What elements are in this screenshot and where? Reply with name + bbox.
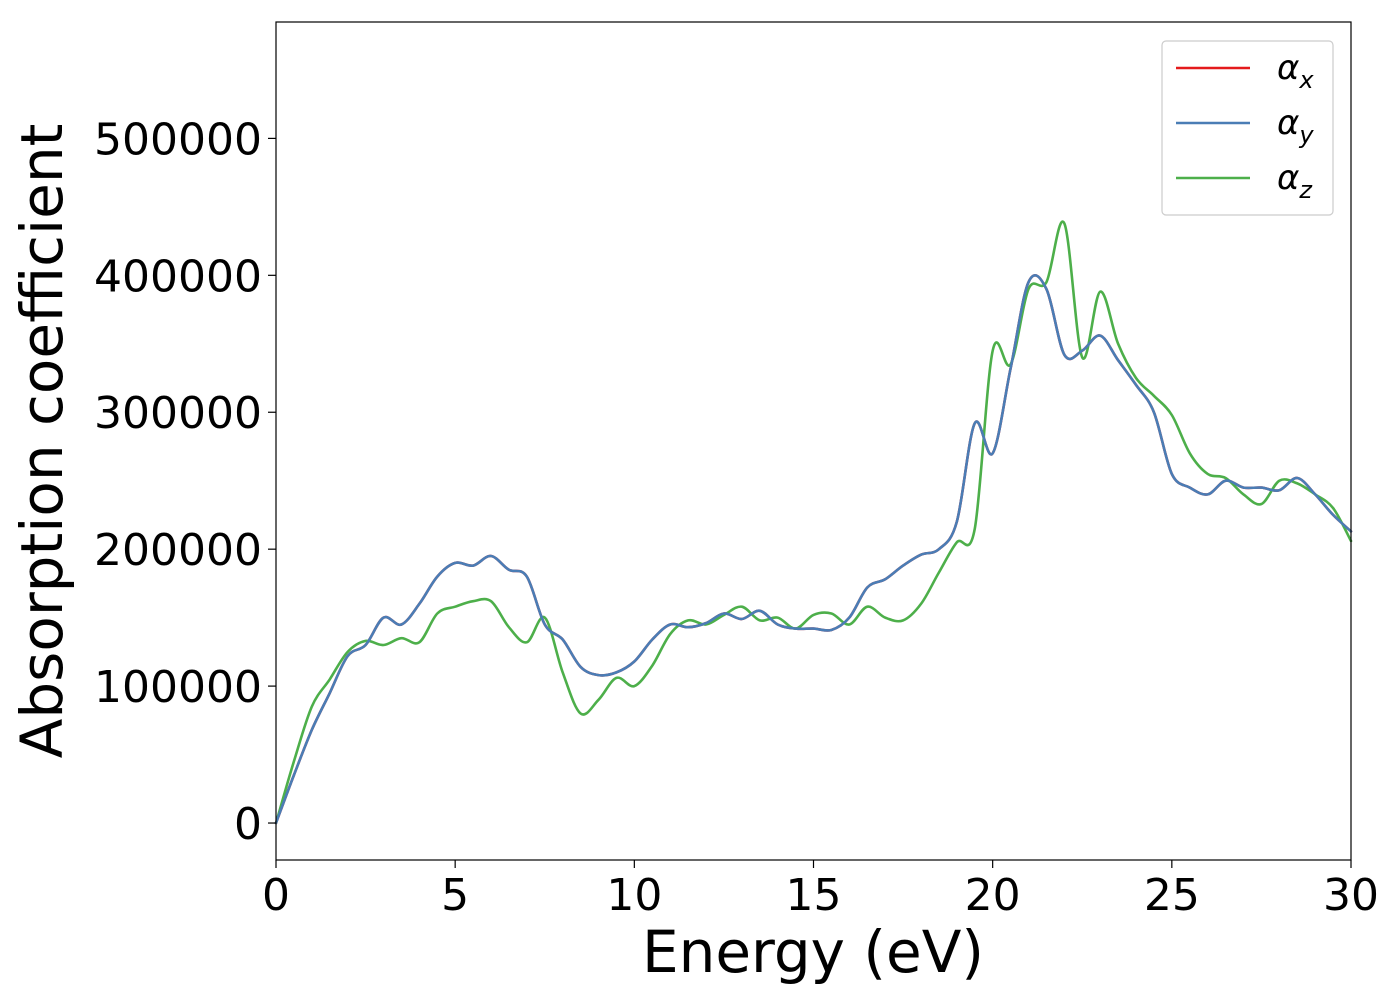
legend-box <box>1161 40 1334 216</box>
x-tick-label: 15 <box>786 870 842 921</box>
y-tick-label: 0 <box>234 799 262 850</box>
y-tick-label: 500000 <box>94 114 262 165</box>
x-tick-label: 5 <box>441 870 469 921</box>
y-axis: 0 100000 200000 300000 400000 500000 <box>94 114 276 850</box>
legend-label-alpha-x: αx <box>1277 48 1314 94</box>
series-line-alpha-y <box>274 274 1353 825</box>
y-tick-label: 400000 <box>94 251 262 302</box>
x-tick-label: 25 <box>1144 870 1200 921</box>
y-tick-label: 300000 <box>94 388 262 439</box>
series-line-alpha-z <box>274 220 1353 825</box>
x-tick-label: 10 <box>606 870 662 921</box>
y-tick-label: 200000 <box>94 525 262 576</box>
x-axis-label: Energy (eV) <box>642 918 984 986</box>
x-tick-label: 30 <box>1323 870 1379 921</box>
x-tick-label: 0 <box>262 870 290 921</box>
y-axis-label: Absorption coefficient <box>8 124 76 759</box>
legend-entries: αx αy αz <box>1176 48 1314 204</box>
y-tick-label: 100000 <box>94 662 262 713</box>
series-line-alpha-x <box>274 274 1353 825</box>
x-tick-label: 20 <box>965 870 1021 921</box>
legend-label-alpha-y: αy <box>1277 103 1314 149</box>
legend-label-alpha-z: αz <box>1277 158 1313 204</box>
legend: αx αy αz <box>1161 40 1334 216</box>
series-lines <box>274 220 1353 825</box>
x-axis: 0 5 10 15 20 25 30 <box>262 860 1379 921</box>
